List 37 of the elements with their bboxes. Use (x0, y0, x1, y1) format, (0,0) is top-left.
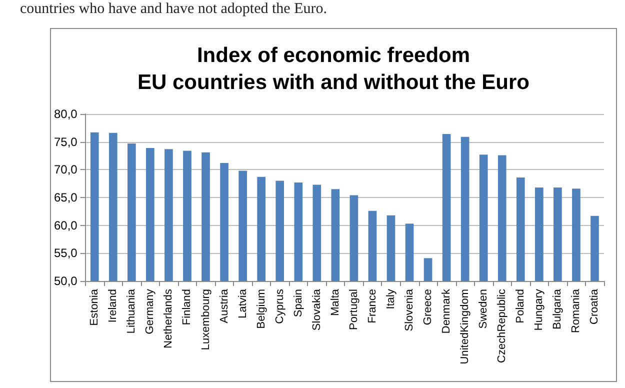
x-tick-label: Latvia (236, 288, 249, 318)
x-tick-label: Bulgaria (552, 288, 564, 330)
y-tick-label: 70,0 (54, 162, 78, 177)
chart-title: Index of economic freedom EU countries with and without the Euro (138, 44, 530, 94)
x-tick-label: Malta (329, 288, 342, 316)
x-tick-label: Greece (422, 289, 434, 326)
x-tick-label: Estonia (88, 288, 101, 326)
y-tick-label: 65,0 (54, 190, 78, 204)
x-tick-label: CzechRepublic (496, 288, 508, 363)
x-tick-label: Lithuania (126, 288, 138, 334)
x-tick-label: Poland (514, 289, 527, 324)
y-tick-label: 75,0 (54, 134, 78, 149)
x-tick-label: Germany (144, 288, 156, 334)
x-tick-label: Ireland (107, 289, 120, 323)
x-tick-label: Spain (292, 289, 304, 318)
x-tick-label: France (366, 289, 378, 324)
x-tick-label: Portugal (348, 289, 360, 330)
x-tick-label: Italy (384, 288, 397, 310)
y-tick-label: 80,0 (54, 107, 78, 121)
x-tick-label: Finland (181, 289, 194, 326)
y-tick-label: 50,0 (54, 274, 78, 288)
x-tick-label: Hungary (533, 288, 546, 331)
y-tick-label: 60,0 (54, 218, 78, 232)
x-tick-label: Netherlands (162, 288, 175, 348)
text: countries who have and have not adopted the Euro. (20, 1, 327, 17)
y-tick-label: 55,0 (54, 246, 78, 260)
x-tick-label: Luxembourg (200, 289, 212, 350)
x-tick-label: UnitedKingdom (459, 289, 472, 364)
x-tick-label: Austria (218, 288, 230, 324)
x-tick-label: Denmark (440, 288, 453, 334)
x-tick-label: Romania (570, 288, 582, 334)
x-tick-label: Sweden (478, 289, 490, 329)
x-tick-label: Belgium (255, 289, 268, 329)
x-tick-label: Slovakia (310, 288, 323, 331)
x-tick-label: Croatia (588, 288, 601, 324)
x-tick-label: Slovenia (404, 288, 416, 332)
x-tick-label: Cyprus (274, 288, 286, 324)
